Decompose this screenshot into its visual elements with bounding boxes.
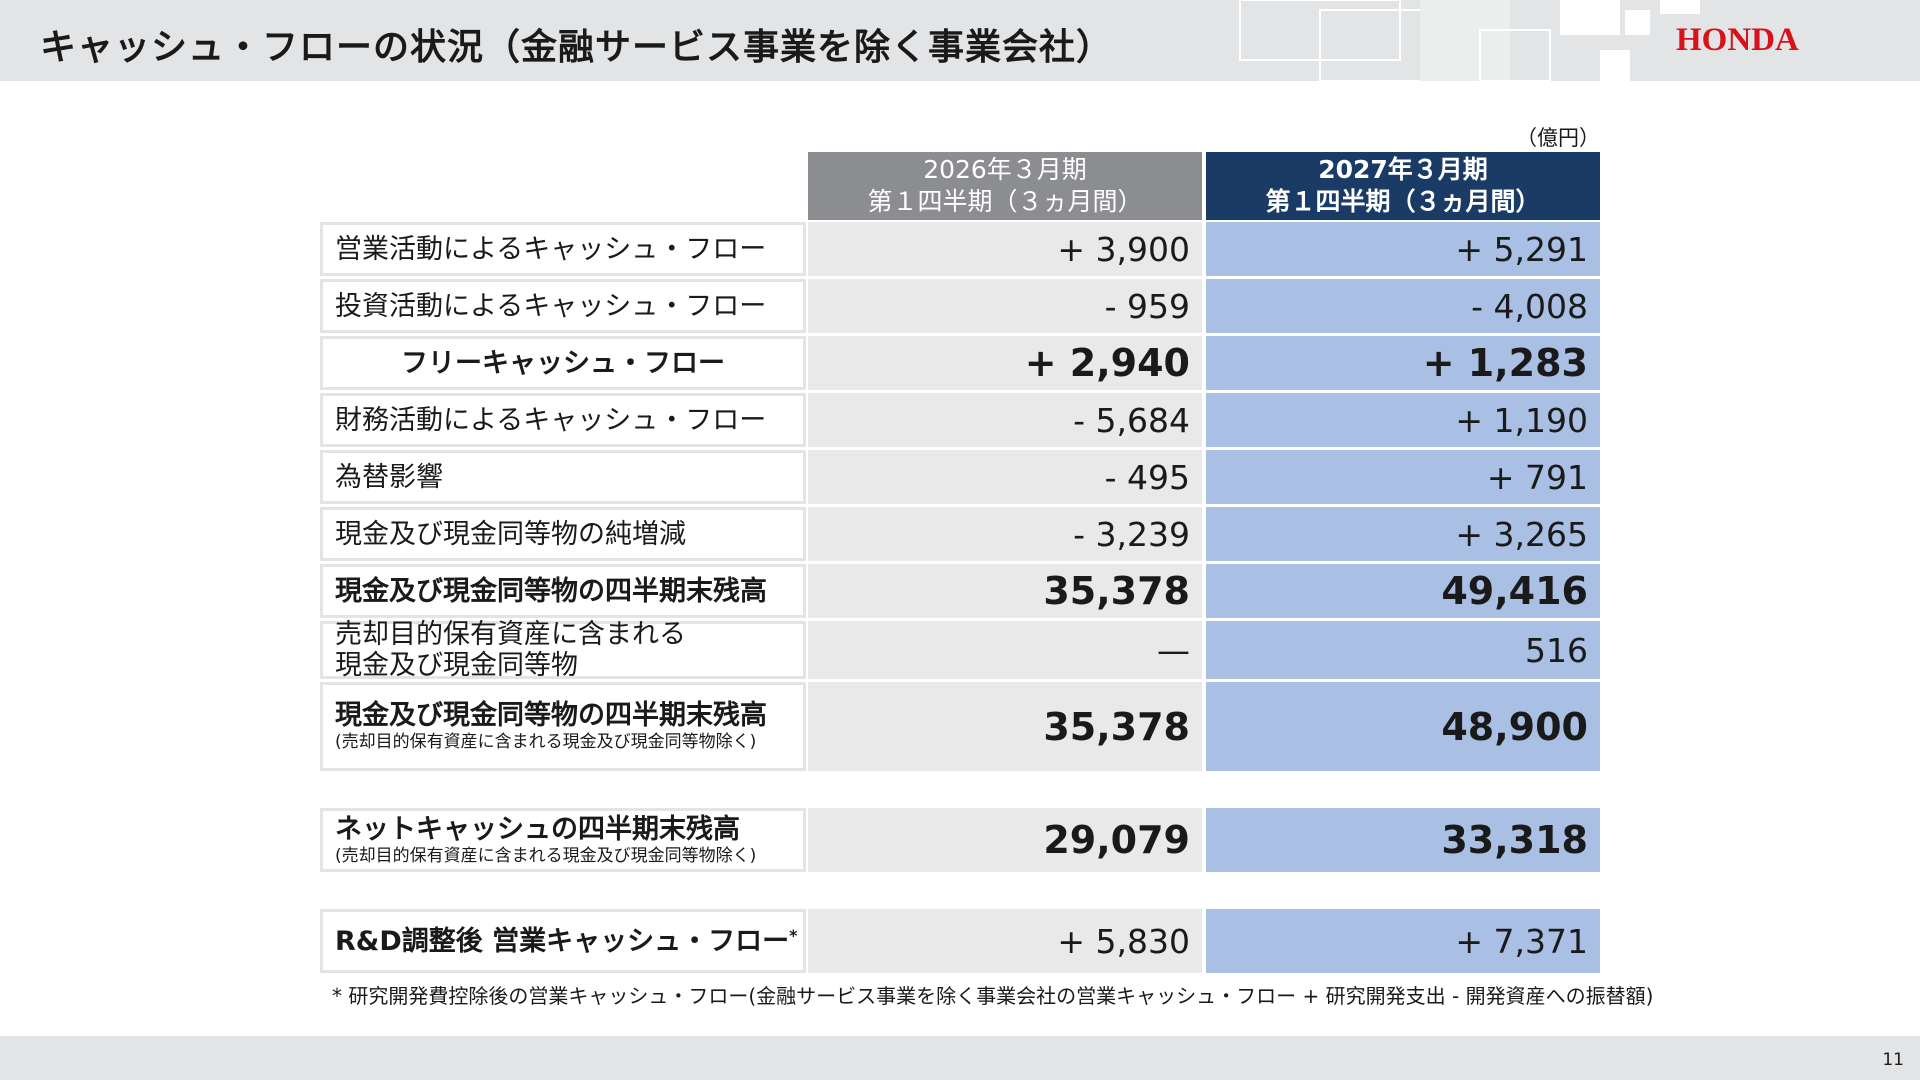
value-prev: — — [808, 621, 1202, 679]
value-prev: - 495 — [808, 450, 1202, 504]
value-prev: + 2,940 — [808, 336, 1202, 390]
table-row-fx-effect: 為替影響 - 495 + 791 — [320, 450, 1600, 504]
value-curr: 516 — [1206, 621, 1600, 679]
row-label: フリーキャッシュ・フロー — [320, 336, 806, 390]
table-row-net-cash: ネットキャッシュの四半期末残高 (売却目的保有資産に含まれる現金及び現金同等物除… — [320, 808, 1600, 872]
value-prev: 35,378 — [808, 682, 1202, 771]
value-curr: + 1,190 — [1206, 393, 1600, 447]
header-decoration — [1180, 0, 1740, 81]
header-bar: キャッシュ・フローの状況（金融サービス事業を除く事業会社） HONDA — [0, 0, 1920, 81]
column-header-prev-line2: 第１四半期（３ヵ月間） — [867, 187, 1143, 216]
row-label-main: ネットキャッシュの四半期末残高 — [335, 813, 740, 845]
column-header-prev-line1: 2026年３月期 — [923, 155, 1087, 184]
row-label: 現金及び現金同等物の四半期末残高 (売却目的保有資産に含まれる現金及び現金同等物… — [320, 682, 806, 771]
value-prev: - 3,239 — [808, 507, 1202, 561]
footer-bar — [0, 1036, 1920, 1080]
table-row-operating-cf: 営業活動によるキャッシュ・フロー + 3,900 + 5,291 — [320, 222, 1600, 276]
value-curr: - 4,008 — [1206, 279, 1600, 333]
value-prev: 29,079 — [808, 808, 1202, 872]
value-curr: + 791 — [1206, 450, 1600, 504]
table-row-free-cf: フリーキャッシュ・フロー + 2,940 + 1,283 — [320, 336, 1600, 390]
row-label-main: R&D調整後 営業キャッシュ・フロー* — [335, 926, 803, 957]
value-prev: + 5,830 — [808, 909, 1202, 973]
column-header-prev: 2026年３月期 第１四半期（３ヵ月間） — [808, 152, 1202, 220]
value-curr: + 3,265 — [1206, 507, 1600, 561]
table-row-ending-balance-excl: 現金及び現金同等物の四半期末残高 (売却目的保有資産に含まれる現金及び現金同等物… — [320, 682, 1600, 771]
value-prev: - 959 — [808, 279, 1202, 333]
row-label: ネットキャッシュの四半期末残高 (売却目的保有資産に含まれる現金及び現金同等物除… — [320, 808, 806, 872]
table-row-held-for-sale: 売却目的保有資産に含まれる 現金及び現金同等物 — 516 — [320, 619, 1600, 681]
column-header-curr: 2027年３月期 第１四半期（３ヵ月間） — [1206, 152, 1600, 220]
row-label-line2: 現金及び現金同等物 — [335, 650, 578, 681]
table-row-investing-cf: 投資活動によるキャッシュ・フロー - 959 - 4,008 — [320, 279, 1600, 333]
value-curr: + 1,283 — [1206, 336, 1600, 390]
table-row-net-change: 現金及び現金同等物の純増減 - 3,239 + 3,265 — [320, 507, 1600, 561]
value-prev: - 5,684 — [808, 393, 1202, 447]
value-curr: 49,416 — [1206, 564, 1600, 618]
unit-label: （億円） — [1516, 126, 1600, 150]
footnote: * 研究開発費控除後の営業キャッシュ・フロー(金融サービス事業を除く事業会社の営… — [332, 984, 1654, 1008]
row-label: 売却目的保有資産に含まれる 現金及び現金同等物 — [320, 619, 806, 681]
row-label-line1: 売却目的保有資産に含まれる — [335, 619, 686, 650]
row-label: 現金及び現金同等物の純増減 — [320, 507, 806, 561]
value-prev: + 3,900 — [808, 222, 1202, 276]
footnote-mark: * — [789, 925, 798, 945]
row-label: 現金及び現金同等物の四半期末残高 — [320, 564, 806, 618]
row-label: 営業活動によるキャッシュ・フロー — [320, 222, 806, 276]
table-row-ending-balance: 現金及び現金同等物の四半期末残高 35,378 49,416 — [320, 564, 1600, 618]
page-number: 11 — [1882, 1050, 1904, 1070]
value-prev: 35,378 — [808, 564, 1202, 618]
value-curr: + 5,291 — [1206, 222, 1600, 276]
row-label-main: 現金及び現金同等物の四半期末残高 — [335, 700, 767, 731]
row-label-text: R&D調整後 営業キャッシュ・フロー — [335, 925, 790, 957]
row-label: R&D調整後 営業キャッシュ・フロー* — [320, 909, 806, 973]
table-row-rd-adjusted-cf: R&D調整後 営業キャッシュ・フロー* + 5,830 + 7,371 — [320, 909, 1600, 973]
column-header-curr-line1: 2027年３月期 — [1318, 155, 1488, 184]
page-title: キャッシュ・フローの状況（金融サービス事業を除く事業会社） — [40, 27, 1114, 68]
table-row-financing-cf: 財務活動によるキャッシュ・フロー - 5,684 + 1,190 — [320, 393, 1600, 447]
value-curr: + 7,371 — [1206, 909, 1600, 973]
column-header-curr-line2: 第１四半期（３ヵ月間） — [1265, 187, 1541, 216]
value-curr: 48,900 — [1206, 682, 1600, 771]
row-label: 為替影響 — [320, 450, 806, 504]
row-sublabel: (売却目的保有資産に含まれる現金及び現金同等物除く) — [335, 732, 757, 752]
row-sublabel: (売却目的保有資産に含まれる現金及び現金同等物除く) — [335, 845, 757, 866]
row-label: 投資活動によるキャッシュ・フロー — [320, 279, 806, 333]
row-label: 財務活動によるキャッシュ・フロー — [320, 393, 806, 447]
honda-logo: HONDA — [1676, 22, 1799, 58]
value-curr: 33,318 — [1206, 808, 1600, 872]
